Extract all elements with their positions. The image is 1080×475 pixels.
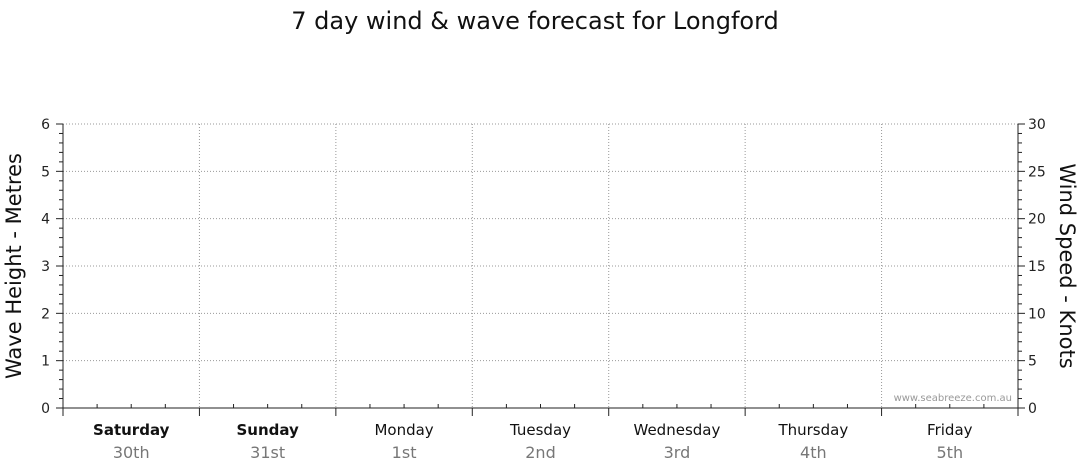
chart-title: 7 day wind & wave forecast for Longford: [291, 7, 779, 35]
day-name-label: Thursday: [777, 421, 848, 439]
day-date-label: 2nd: [525, 443, 555, 462]
left-tick-label: 6: [41, 117, 50, 133]
left-tick-label: 0: [41, 401, 50, 417]
right-tick-label: 20: [1028, 212, 1046, 228]
right-tick-label: 0: [1028, 401, 1037, 417]
right-axis-label: Wind Speed - Knots: [1055, 163, 1079, 368]
day-name-label: Saturday: [93, 421, 170, 439]
right-tick-label: 5: [1028, 354, 1037, 370]
day-name-label: Sunday: [236, 421, 299, 439]
day-date-label: 4th: [800, 443, 827, 462]
day-name-label: Monday: [374, 421, 433, 439]
left-axis-label: Wave Height - Metres: [2, 153, 26, 379]
left-tick-label: 4: [41, 212, 50, 228]
left-tick-label: 5: [41, 164, 50, 180]
watermark: www.seabreeze.com.au: [894, 393, 1012, 404]
left-tick-label: 2: [41, 306, 50, 322]
right-tick-label: 30: [1028, 117, 1046, 133]
right-tick-label: 25: [1028, 164, 1046, 180]
right-tick-label: 15: [1028, 259, 1046, 275]
right-tick-label: 10: [1028, 306, 1046, 322]
left-tick-label: 1: [41, 354, 50, 370]
day-date-label: 3rd: [664, 443, 691, 462]
day-name-label: Friday: [927, 421, 973, 439]
day-name-label: Wednesday: [634, 421, 721, 439]
day-date-label: 30th: [113, 443, 150, 462]
day-date-label: 5th: [936, 443, 963, 462]
axes: 0 1 2 3 4 5 6 0 5 10 15 20 25 30: [41, 117, 1046, 417]
day-name-label: Tuesday: [509, 421, 571, 439]
day-labels: Saturday 30th Sunday 31st Monday 1st Tuesday 2n…: [93, 421, 973, 462]
day-date-label: 1st: [392, 443, 417, 462]
grid: [63, 123, 1018, 408]
day-date-label: 31st: [250, 443, 285, 462]
left-tick-label: 3: [41, 259, 50, 275]
